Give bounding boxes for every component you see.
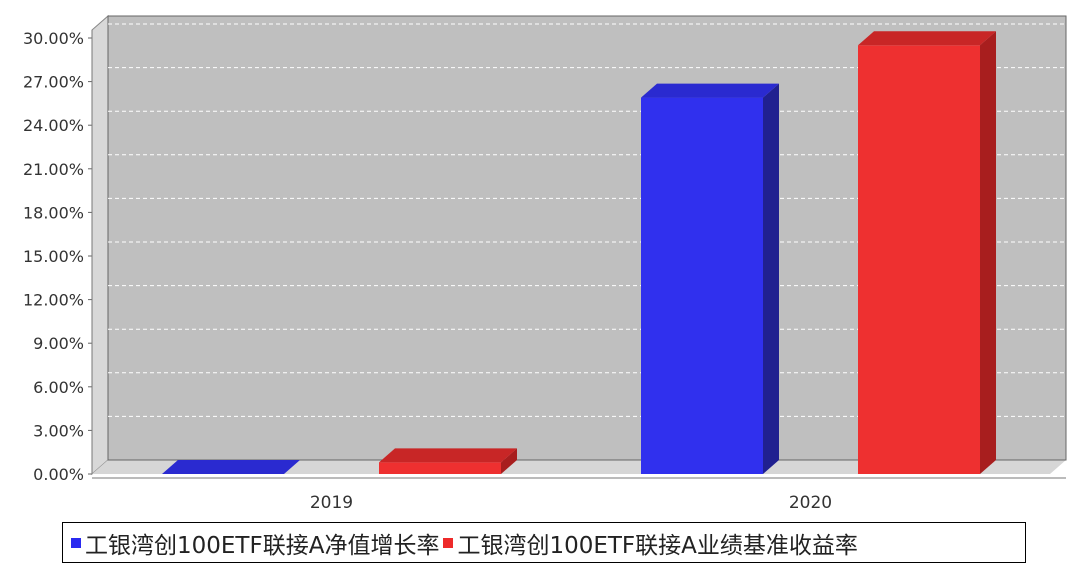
- plot-border: [107, 15, 1067, 461]
- bar-side: [763, 83, 779, 474]
- y-tick-label: 21.00%: [23, 160, 84, 179]
- bar-top: [379, 448, 517, 463]
- y-tick-label: 15.00%: [23, 247, 84, 266]
- bar-top: [641, 83, 779, 98]
- legend-label-nav-growth: 工银湾创100ETF联接A净值增长率: [85, 532, 440, 559]
- bar: [641, 97, 763, 474]
- bar-top: [858, 31, 996, 46]
- y-tick-label: 0.00%: [33, 465, 84, 484]
- y-tick-label: 30.00%: [23, 29, 84, 48]
- y-tick-label: 12.00%: [23, 291, 84, 310]
- bar: [858, 45, 980, 475]
- y-tick-label: 3.00%: [33, 421, 84, 440]
- bar-side: [501, 448, 517, 474]
- bar-top: [162, 460, 300, 474]
- plot-left-wall: [91, 14, 109, 476]
- y-tick-label: 6.00%: [33, 378, 84, 397]
- y-tick-label: 9.00%: [33, 334, 84, 353]
- bar: [379, 462, 501, 474]
- y-tick-label: 27.00%: [23, 73, 84, 92]
- legend-item-benchmark: 工银湾创100ETF联接A业绩基准收益率: [443, 526, 858, 560]
- y-tick-label: 24.00%: [23, 116, 84, 135]
- chart-legend: 工银湾创100ETF联接A净值增长率 工银湾创100ETF联接A业绩基准收益率: [62, 522, 1026, 563]
- legend-label-benchmark: 工银湾创100ETF联接A业绩基准收益率: [457, 532, 858, 559]
- legend-swatch-red: [443, 537, 454, 548]
- legend-item-nav-growth: 工银湾创100ETF联接A净值增长率: [71, 526, 439, 560]
- y-tick-label: 18.00%: [23, 203, 84, 222]
- legend-swatch-blue: [71, 537, 81, 548]
- plot-floor: [92, 460, 1066, 474]
- x-tick-label: 2019: [310, 493, 353, 513]
- x-tick-label: 2020: [789, 493, 832, 513]
- bar-side: [980, 31, 996, 475]
- bar-chart: 0.00% 3.00% 6.00% 9.00% 12.00% 15.00% 18.00% 21…: [23, 14, 1067, 513]
